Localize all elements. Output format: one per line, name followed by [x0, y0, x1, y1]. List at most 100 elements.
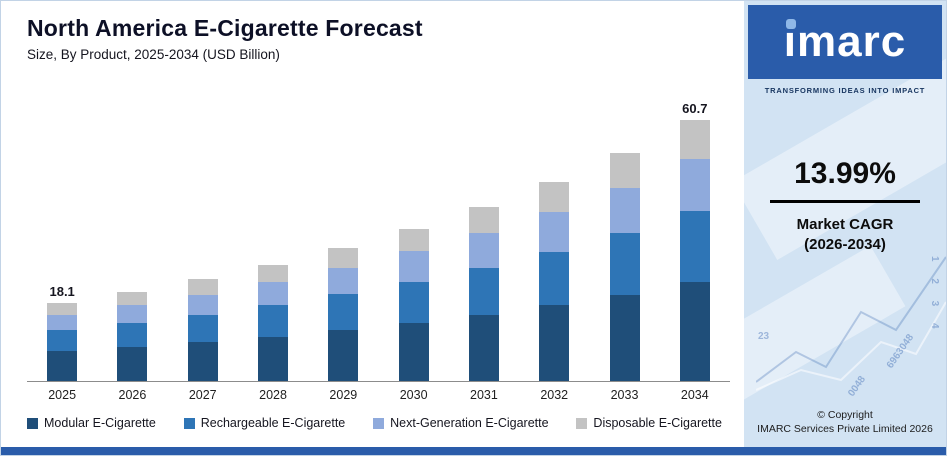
decor-number: 23 [758, 331, 770, 342]
x-axis-label: 2027 [188, 388, 217, 402]
bar-column [168, 86, 238, 381]
legend-label: Modular E-Cigarette [44, 416, 156, 430]
cagr-block: 13.99% Market CAGR (2026-2034) [770, 157, 920, 256]
bar-segment-modular-e-cigarette [258, 336, 289, 381]
legend-label: Rechargeable E-Cigarette [200, 416, 346, 430]
cagr-value: 13.99% [794, 157, 896, 190]
bar-segment-disposable-e-cigarette [258, 264, 289, 283]
bar-segment-disposable-e-cigarette [47, 303, 78, 315]
copyright-line2: IMARC Services Private Limited 2026 [757, 423, 933, 435]
page-subtitle: Size, By Product, 2025-2034 (USD Billion… [27, 47, 280, 62]
bar-column [308, 86, 378, 381]
bar-stack [679, 120, 710, 381]
page-title: North America E-Cigarette Forecast [27, 15, 423, 41]
bar-segment-modular-e-cigarette [187, 342, 218, 381]
x-axis-label: 2032 [540, 388, 569, 402]
bar-segment-next-generation-e-cigarette [609, 187, 640, 234]
legend-swatch [576, 417, 588, 429]
plot-area: 18.1 60.7 [27, 86, 730, 382]
imarc-logo-text: ımarc [783, 17, 907, 66]
bar-column [589, 86, 659, 381]
legend-swatch [27, 417, 38, 429]
bar-segment-next-generation-e-cigarette [468, 233, 499, 268]
bar-stack [117, 292, 148, 381]
legend-swatch [183, 417, 195, 429]
bar-segment-next-generation-e-cigarette [47, 314, 78, 331]
bar-total-label: 18.1 [49, 284, 75, 300]
bar-column [97, 86, 167, 381]
bar-segment-rechargeable-e-cigarette [258, 305, 289, 337]
legend-item: Next-Generation E-Cigarette [373, 416, 549, 430]
bar-segment-rechargeable-e-cigarette [117, 322, 148, 347]
bar-column: 18.1 [27, 86, 97, 381]
bar-segment-modular-e-cigarette [328, 330, 359, 381]
imarc-logo: ımarc [748, 5, 942, 79]
legend-label: Disposable E-Cigarette [593, 416, 722, 430]
legend-label: Next-Generation E-Cigarette [390, 416, 549, 430]
x-axis-label: 2028 [259, 388, 287, 402]
x-axis-label: 2026 [118, 388, 147, 402]
bar-segment-next-generation-e-cigarette [117, 305, 148, 323]
cagr-label-line1: Market CAGR [796, 216, 894, 233]
bar-segment-disposable-e-cigarette [468, 206, 499, 234]
bar-stack [187, 279, 218, 381]
decor-number: 1 2 3 4 [929, 256, 940, 336]
chart-panel: North America E-Cigarette Forecast Size,… [1, 1, 744, 447]
x-axis-label: 2034 [680, 388, 709, 402]
bar-column [519, 86, 589, 381]
bar-stack [328, 247, 359, 381]
bar-segment-disposable-e-cigarette [187, 279, 218, 295]
plot-wrap: 18.1 60.7 2025 2026 2027 2028 2029 2030 2031 203… [27, 86, 730, 430]
bar-segment-rechargeable-e-cigarette [328, 294, 359, 331]
cagr-underline [770, 200, 920, 203]
bar-segment-modular-e-cigarette [117, 347, 148, 381]
bar-segment-modular-e-cigarette [609, 294, 640, 381]
bar-column [378, 86, 448, 381]
bar-segment-rechargeable-e-cigarette [187, 314, 218, 343]
bar-stack [398, 228, 429, 381]
bar-segment-disposable-e-cigarette [328, 247, 359, 268]
bar-segment-rechargeable-e-cigarette [609, 233, 640, 295]
bar-segment-disposable-e-cigarette [679, 120, 710, 160]
bar-segment-next-generation-e-cigarette [187, 294, 218, 315]
bar-segment-rechargeable-e-cigarette [47, 330, 78, 352]
bar-stack [468, 206, 499, 381]
imarc-logo-wrap: ımarc [783, 17, 907, 66]
legend-item: Rechargeable E-Cigarette [183, 416, 346, 430]
bar-segment-rechargeable-e-cigarette [539, 251, 570, 306]
logo-dot-icon [785, 19, 796, 29]
bottom-accent-strip [1, 447, 946, 455]
bar-segment-rechargeable-e-cigarette [679, 211, 710, 282]
decor-chart-graphic [756, 256, 946, 391]
legend-item: Modular E-Cigarette [27, 416, 156, 430]
bar-segment-disposable-e-cigarette [539, 181, 570, 212]
bar-segment-modular-e-cigarette [398, 323, 429, 381]
bar-segment-disposable-e-cigarette [398, 228, 429, 252]
sidebar: 1 2 3 4 6963048 0048 23 ımarc TRANSFORMING … [744, 1, 946, 447]
copyright: © Copyright IMARC Services Private Limit… [744, 409, 946, 435]
legend-item: Disposable E-Cigarette [576, 416, 722, 430]
bar-stack [609, 153, 640, 381]
bar-segment-modular-e-cigarette [47, 351, 78, 381]
bar-segment-rechargeable-e-cigarette [398, 281, 429, 323]
x-axis-label: 2030 [399, 388, 428, 402]
bar-segment-next-generation-e-cigarette [539, 211, 570, 252]
sidebar-content: ımarc TRANSFORMING IDEAS INTO IMPACT 13.… [744, 1, 946, 447]
x-axis-label: 2025 [48, 388, 77, 402]
x-axis-label: 2029 [329, 388, 358, 402]
bar-segment-modular-e-cigarette [679, 281, 710, 381]
bar-stack [258, 264, 289, 381]
legend-swatch [373, 417, 385, 429]
bar-segment-next-generation-e-cigarette [328, 267, 359, 295]
bar-stack [539, 181, 570, 381]
bar-segment-modular-e-cigarette [539, 305, 570, 381]
bar-segment-next-generation-e-cigarette [398, 251, 429, 282]
x-axis-label: 2033 [610, 388, 639, 402]
bar-segment-next-generation-e-cigarette [679, 159, 710, 212]
x-axis-label: 2031 [470, 388, 498, 402]
bar-segment-modular-e-cigarette [468, 314, 499, 381]
main-row: North America E-Cigarette Forecast Size,… [1, 1, 946, 447]
bar-column [449, 86, 519, 381]
bar-segment-disposable-e-cigarette [609, 153, 640, 188]
